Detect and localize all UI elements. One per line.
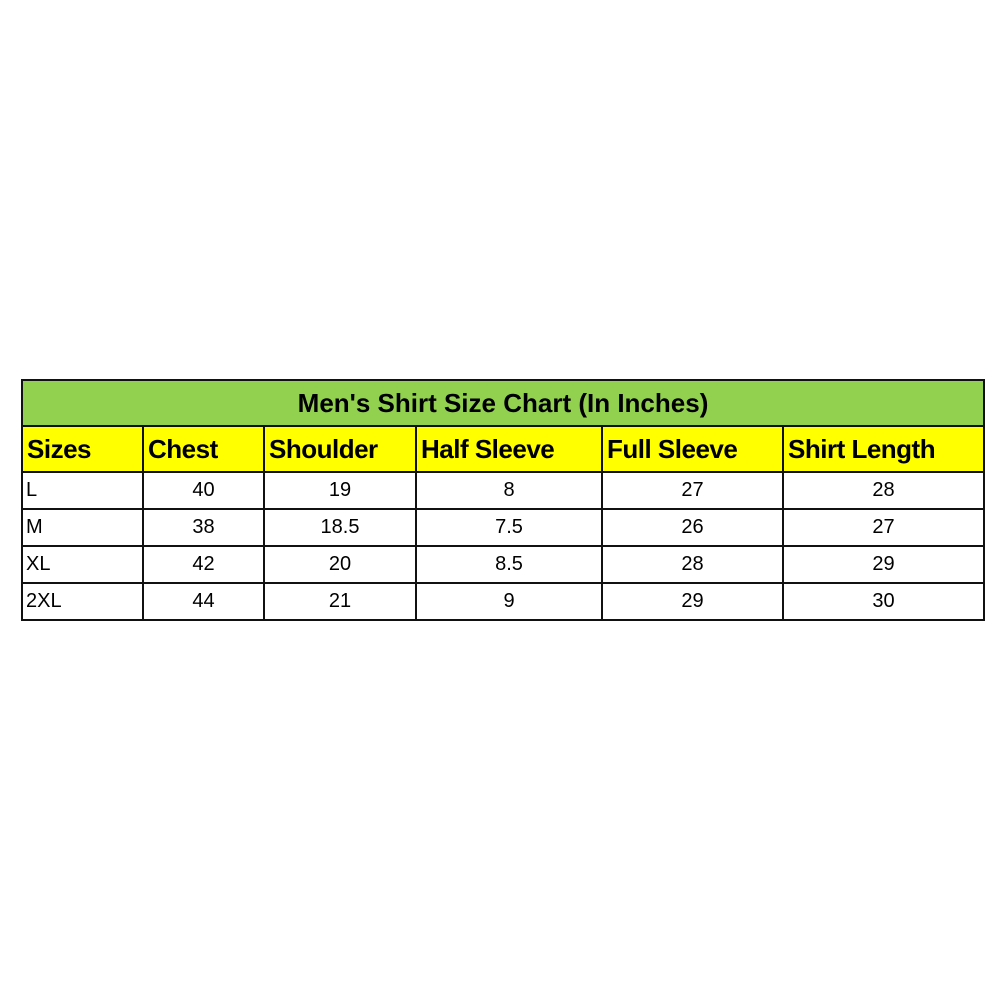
cell-shirt-length: 30 (781, 582, 986, 621)
cell-size: L (21, 471, 144, 510)
header-half-sleeve: Half Sleeve (415, 425, 603, 473)
cell-full-sleeve: 28 (601, 545, 784, 584)
cell-size: M (21, 508, 144, 547)
size-chart-table: Men's Shirt Size Chart (In Inches) Sizes… (20, 379, 986, 621)
cell-half-sleeve: 8.5 (415, 545, 603, 584)
cell-shoulder: 19 (263, 471, 417, 510)
cell-shoulder: 18.5 (263, 508, 417, 547)
cell-chest: 44 (142, 582, 265, 621)
header-shirt-length: Shirt Length (781, 425, 986, 473)
cell-full-sleeve: 26 (601, 508, 784, 547)
cell-chest: 38 (142, 508, 265, 547)
cell-half-sleeve: 8 (415, 471, 603, 510)
cell-full-sleeve: 27 (601, 471, 784, 510)
header-shoulder: Shoulder (263, 425, 417, 473)
cell-shoulder: 21 (263, 582, 417, 621)
cell-size: XL (21, 545, 144, 584)
cell-size: 2XL (21, 582, 144, 621)
table-row: 2XL 44 21 9 29 30 (21, 582, 986, 621)
cell-full-sleeve: 29 (601, 582, 784, 621)
header-sizes: Sizes (21, 425, 144, 473)
cell-shirt-length: 27 (781, 508, 986, 547)
table-row: XL 42 20 8.5 28 29 (21, 545, 986, 584)
header-full-sleeve: Full Sleeve (601, 425, 784, 473)
cell-shirt-length: 29 (781, 545, 986, 584)
cell-shirt-length: 28 (781, 471, 986, 510)
cell-chest: 42 (142, 545, 265, 584)
cell-half-sleeve: 7.5 (415, 508, 603, 547)
cell-chest: 40 (142, 471, 265, 510)
table-row: L 40 19 8 27 28 (21, 471, 986, 510)
table-title: Men's Shirt Size Chart (In Inches) (20, 379, 986, 427)
header-chest: Chest (142, 425, 265, 473)
cell-shoulder: 20 (263, 545, 417, 584)
header-row: Sizes Chest Shoulder Half Sleeve Full Sl… (21, 425, 986, 473)
cell-half-sleeve: 9 (415, 582, 603, 621)
table-row: M 38 18.5 7.5 26 27 (21, 508, 986, 547)
